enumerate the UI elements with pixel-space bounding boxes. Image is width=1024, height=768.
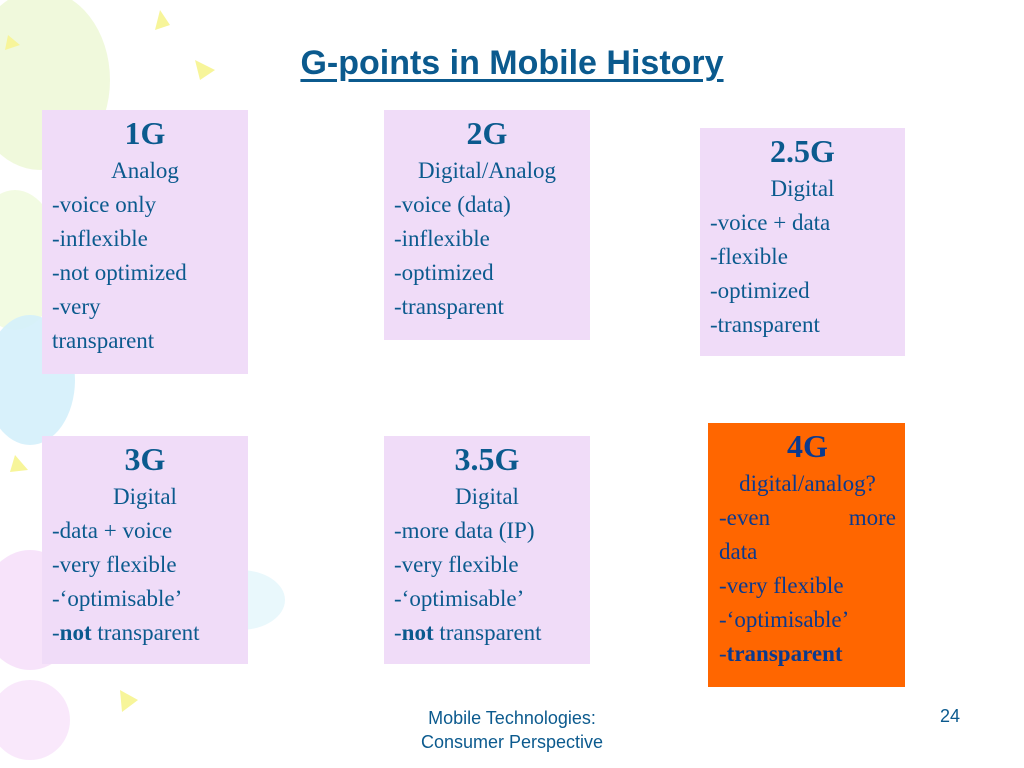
card-technology: Digital bbox=[770, 176, 835, 201]
card-line: transparent bbox=[52, 328, 155, 353]
card-line-last: -not transparent bbox=[52, 616, 238, 650]
footer-line: Mobile Technologies: bbox=[428, 708, 596, 728]
card-line: -inflexible bbox=[394, 226, 490, 251]
card-generation: 3.5G bbox=[454, 441, 520, 477]
page-number: 24 bbox=[940, 706, 961, 726]
card-line: -optimized bbox=[394, 260, 494, 285]
footer-line: Consumer Perspective bbox=[420, 732, 604, 752]
card-generation: 2.5G bbox=[770, 133, 835, 169]
card-1g: 1G Analog -voice only -inflexible -not o… bbox=[42, 110, 248, 374]
card-generation: 1G bbox=[124, 115, 166, 151]
card-technology: digital/analog? bbox=[739, 471, 876, 496]
card-line: -very flexible bbox=[394, 552, 519, 577]
card-line: -‘optimisable’ bbox=[52, 586, 183, 611]
card-line: -even more bbox=[719, 501, 896, 535]
slide-title: G-points in Mobile History bbox=[300, 44, 724, 82]
line-prefix: - bbox=[394, 620, 402, 645]
card-line: -very flexible bbox=[52, 552, 177, 577]
line-rest: transparent bbox=[433, 620, 542, 645]
card-line: -inflexible bbox=[52, 226, 148, 251]
line-rest: transparent bbox=[91, 620, 200, 645]
card-technology: Digital bbox=[113, 484, 177, 509]
card-line: data bbox=[719, 539, 758, 564]
card-2g: 2G Digital/Analog -voice (data) -inflexi… bbox=[384, 110, 590, 340]
card-line: -data + voice bbox=[52, 518, 173, 543]
card-technology: Digital bbox=[455, 484, 519, 509]
card-line: -transparent bbox=[710, 312, 820, 337]
card-4g: 4G digital/analog? -even more data -very … bbox=[708, 423, 905, 687]
card-line: -‘optimisable’ bbox=[719, 607, 850, 632]
emphasis-text: not bbox=[401, 620, 434, 645]
card-line: -flexible bbox=[710, 244, 788, 269]
emphasis-text: not bbox=[59, 620, 92, 645]
card-generation: 3G bbox=[124, 441, 166, 477]
card-2-5g: 2.5G Digital -voice + data -flexible -op… bbox=[700, 128, 905, 356]
card-line: -optimized bbox=[710, 278, 810, 303]
card-line: -very flexible bbox=[719, 573, 844, 598]
card-line-last: -transparent bbox=[719, 637, 896, 671]
card-generation: 2G bbox=[466, 115, 508, 151]
card-line: -very bbox=[52, 294, 101, 319]
line-prefix: - bbox=[52, 620, 60, 645]
slide-footer: Mobile Technologies: Consumer Perspectiv… bbox=[392, 706, 632, 754]
card-line-last: -not transparent bbox=[394, 616, 580, 650]
card-line: -transparent bbox=[394, 294, 504, 319]
card-3g: 3G Digital -data + voice -very flexible … bbox=[42, 436, 248, 664]
line-prefix: - bbox=[719, 641, 727, 666]
line-word: -even bbox=[719, 505, 771, 530]
card-3-5g: 3.5G Digital -more data (IP) -very flexi… bbox=[384, 436, 590, 664]
card-line: -voice + data bbox=[710, 210, 831, 235]
card-line: -voice (data) bbox=[394, 192, 511, 217]
card-generation: 4G bbox=[787, 428, 828, 464]
card-line: -voice only bbox=[52, 192, 157, 217]
card-line: -not optimized bbox=[52, 260, 187, 285]
card-line: -‘optimisable’ bbox=[394, 586, 525, 611]
card-technology: Analog bbox=[111, 158, 179, 183]
emphasis-text: transparent bbox=[726, 641, 843, 666]
card-line: -more data (IP) bbox=[394, 518, 535, 543]
card-technology: Digital/Analog bbox=[418, 158, 556, 183]
line-word: more bbox=[848, 505, 896, 530]
